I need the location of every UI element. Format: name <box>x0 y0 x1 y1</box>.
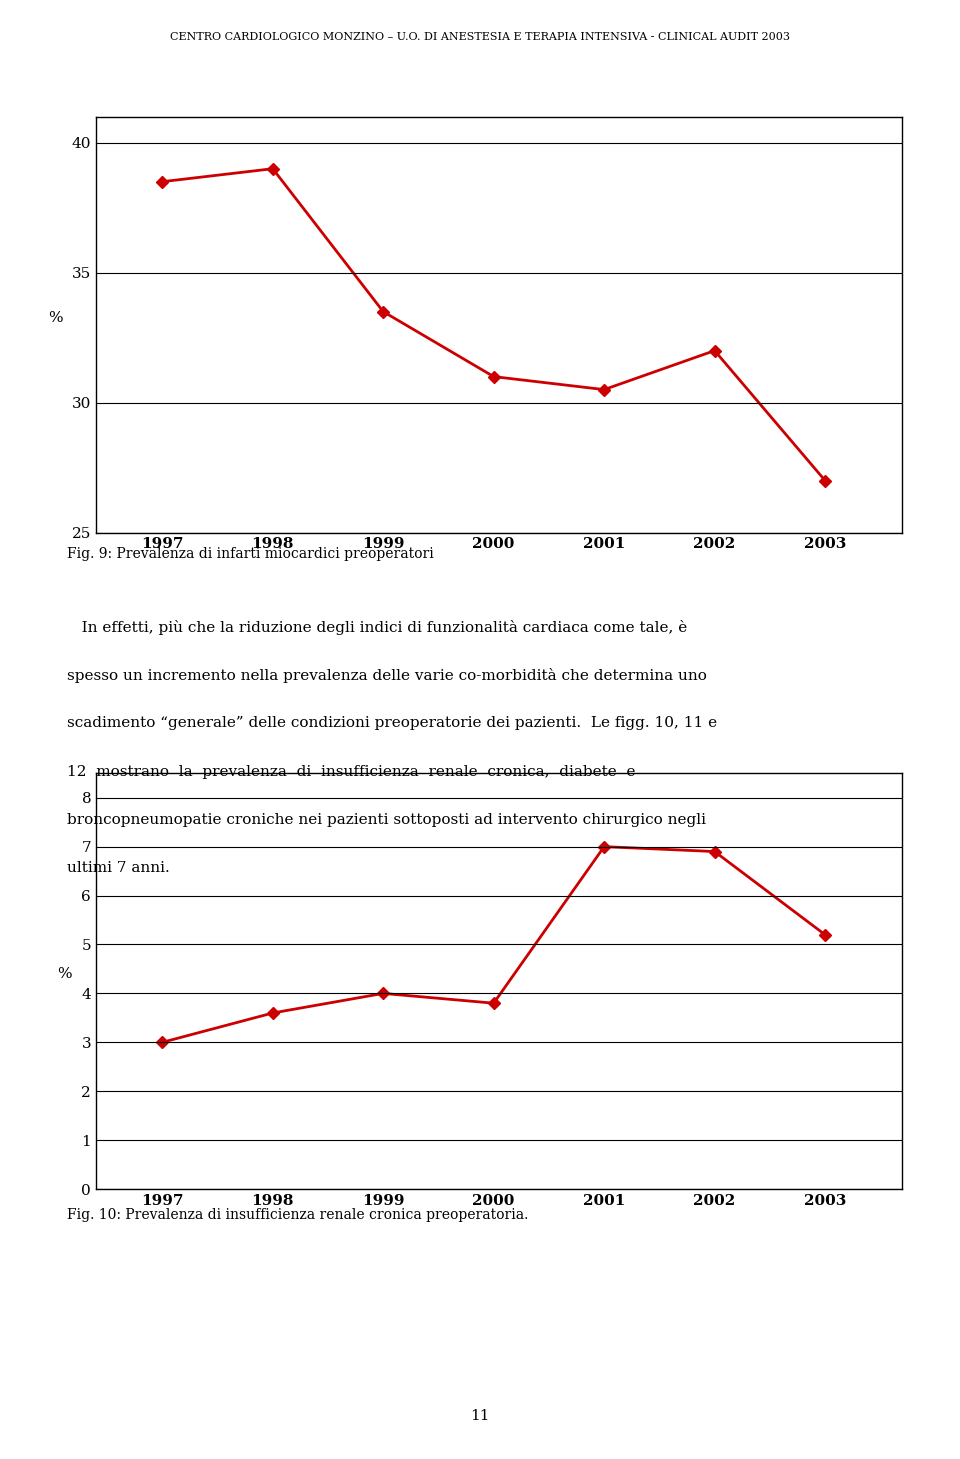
Text: In effetti, più che la riduzione degli indici di funzionalità cardiaca come tale: In effetti, più che la riduzione degli i… <box>67 620 687 635</box>
Text: 11: 11 <box>470 1408 490 1423</box>
Text: Fig. 9: Prevalenza di infarti miocardici preoperatori: Fig. 9: Prevalenza di infarti miocardici… <box>67 547 434 562</box>
Y-axis label: %: % <box>48 311 62 325</box>
Text: scadimento “generale” delle condizioni preoperatorie dei pazienti.  Le figg. 10,: scadimento “generale” delle condizioni p… <box>67 716 717 731</box>
Text: Fig. 10: Prevalenza di insufficienza renale cronica preoperatoria.: Fig. 10: Prevalenza di insufficienza ren… <box>67 1208 529 1223</box>
Text: CENTRO CARDIOLOGICO MONZINO – U.O. DI ANESTESIA E TERAPIA INTENSIVA - CLINICAL A: CENTRO CARDIOLOGICO MONZINO – U.O. DI AN… <box>170 32 790 42</box>
Text: spesso un incremento nella prevalenza delle varie co-morbidità che determina uno: spesso un incremento nella prevalenza de… <box>67 668 708 683</box>
Y-axis label: %: % <box>58 967 72 980</box>
Text: broncopneumopatie croniche nei pazienti sottoposti ad intervento chirurgico negl: broncopneumopatie croniche nei pazienti … <box>67 813 707 827</box>
Text: 12  mostrano  la  prevalenza  di  insufficienza  renale  cronica,  diabete  e: 12 mostrano la prevalenza di insufficien… <box>67 765 636 779</box>
Text: ultimi 7 anni.: ultimi 7 anni. <box>67 861 170 875</box>
